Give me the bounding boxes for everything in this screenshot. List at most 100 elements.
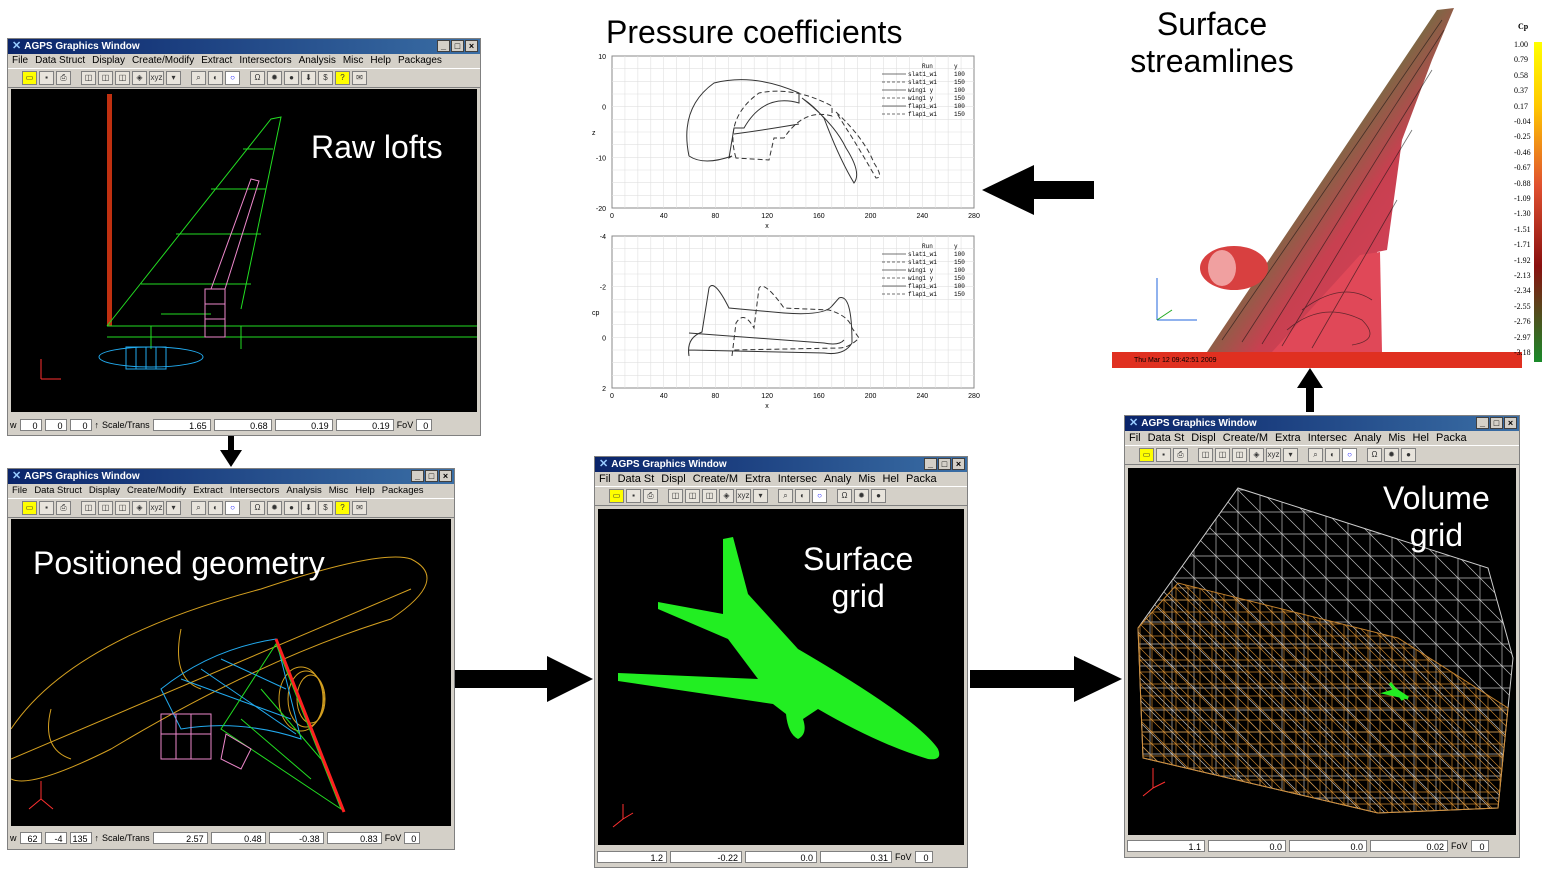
- cube-view-icon[interactable]: ◫: [1232, 448, 1247, 462]
- status-field[interactable]: 0.0: [745, 851, 817, 863]
- dollar-icon[interactable]: $: [318, 71, 333, 85]
- menu-help[interactable]: Hel: [1412, 432, 1429, 444]
- minimize-icon[interactable]: _: [924, 458, 937, 470]
- close-icon[interactable]: ×: [952, 458, 965, 470]
- balloon-icon[interactable]: ●: [284, 71, 299, 85]
- menu-create-modify[interactable]: Create/M: [1222, 432, 1268, 444]
- window-titlebar[interactable]: ✕ AGPS Graphics Window _ □ ×: [8, 39, 480, 54]
- omega-icon[interactable]: Ω: [250, 71, 265, 85]
- menu-create-modify[interactable]: Create/Modify: [131, 55, 195, 66]
- circle-icon[interactable]: ○: [225, 501, 240, 515]
- zoom-icon[interactable]: ⌕: [1308, 448, 1323, 462]
- maximize-icon[interactable]: □: [1490, 417, 1503, 429]
- menu-file[interactable]: Fil: [599, 473, 611, 485]
- circle-icon[interactable]: ○: [812, 489, 827, 503]
- open-folder-icon[interactable]: ▭: [22, 501, 37, 515]
- dollar-icon[interactable]: $: [318, 501, 333, 515]
- status-field[interactable]: -4: [44, 832, 67, 844]
- dropdown-icon[interactable]: ▾: [753, 489, 768, 503]
- window-titlebar[interactable]: ✕ AGPS Graphics Window _ □ ×: [595, 457, 967, 472]
- cube-view-icon[interactable]: ◫: [115, 71, 130, 85]
- pin-icon[interactable]: ⬇: [301, 501, 316, 515]
- open-folder-icon[interactable]: ▭: [22, 71, 37, 85]
- menu-display[interactable]: Display: [92, 55, 125, 66]
- print-icon[interactable]: ⎙: [56, 71, 71, 85]
- cube-view-icon[interactable]: ◈: [719, 489, 734, 503]
- menu-intersectors[interactable]: Intersec: [1307, 432, 1347, 444]
- status-field[interactable]: 0.31: [820, 851, 892, 863]
- xyz-icon[interactable]: xyz: [736, 489, 751, 503]
- menu-data-struct[interactable]: Data Struct: [34, 485, 82, 496]
- menu-intersectors[interactable]: Intersectors: [229, 485, 280, 496]
- zoom-icon[interactable]: ⌕: [778, 489, 793, 503]
- menu-packages[interactable]: Packa: [905, 473, 937, 485]
- close-icon[interactable]: ×: [465, 40, 478, 52]
- status-field[interactable]: 1.1: [1127, 840, 1205, 852]
- menu-misc[interactable]: Misc: [328, 485, 349, 496]
- dropdown-icon[interactable]: ▾: [166, 71, 181, 85]
- status-field[interactable]: 2.57: [152, 832, 208, 844]
- cube-view-icon[interactable]: ◫: [668, 489, 683, 503]
- pin-icon[interactable]: ⬇: [301, 71, 316, 85]
- status-field[interactable]: 0: [44, 419, 67, 431]
- balloon-icon[interactable]: ●: [284, 501, 299, 515]
- window-titlebar[interactable]: ✕ AGPS Graphics Window _ □ ×: [1125, 416, 1519, 431]
- menu-display[interactable]: Display: [88, 485, 120, 496]
- minimize-icon[interactable]: _: [437, 40, 450, 52]
- menu-intersectors[interactable]: Intersectors: [239, 55, 292, 66]
- center-icon[interactable]: ◐: [1325, 448, 1340, 462]
- center-icon[interactable]: ◐: [795, 489, 810, 503]
- bug-icon[interactable]: ✹: [1384, 448, 1399, 462]
- fov-field[interactable]: 0: [404, 832, 421, 844]
- center-icon[interactable]: ◐: [208, 71, 223, 85]
- omega-icon[interactable]: Ω: [837, 489, 852, 503]
- print-icon[interactable]: ⎙: [56, 501, 71, 515]
- viewport-surface-grid[interactable]: Surface grid: [598, 509, 964, 845]
- status-field[interactable]: 0.83: [326, 832, 382, 844]
- cube-view-icon[interactable]: ◫: [115, 501, 130, 515]
- menu-packages[interactable]: Packa: [1435, 432, 1467, 444]
- viewport-volume-grid[interactable]: Volume grid: [1128, 468, 1516, 835]
- cube-view-icon[interactable]: ◫: [81, 501, 96, 515]
- xyz-icon[interactable]: xyz: [149, 501, 164, 515]
- bug-icon[interactable]: ✹: [854, 489, 869, 503]
- cube-view-icon[interactable]: ◈: [1249, 448, 1264, 462]
- maximize-icon[interactable]: □: [451, 40, 464, 52]
- status-field[interactable]: 0.0: [1289, 840, 1367, 852]
- menu-help[interactable]: Help: [370, 55, 391, 66]
- menu-create-modify[interactable]: Create/M: [692, 473, 738, 485]
- cube-view-icon[interactable]: ◫: [98, 71, 113, 85]
- menu-misc[interactable]: Mis: [1388, 432, 1406, 444]
- menu-extract[interactable]: Extra: [745, 473, 771, 485]
- menu-intersectors[interactable]: Intersec: [777, 473, 817, 485]
- print-icon[interactable]: ⎙: [643, 489, 658, 503]
- print-icon[interactable]: ⎙: [1173, 448, 1188, 462]
- menu-data-struct[interactable]: Data St: [617, 473, 655, 485]
- cube-view-icon[interactable]: ◫: [1198, 448, 1213, 462]
- menu-packages[interactable]: Packages: [381, 485, 424, 496]
- minimize-icon[interactable]: _: [411, 470, 424, 482]
- cube-view-icon[interactable]: ◫: [1215, 448, 1230, 462]
- status-field[interactable]: 0.48: [210, 832, 266, 844]
- save-icon[interactable]: ▪: [1156, 448, 1171, 462]
- xyz-icon[interactable]: xyz: [1266, 448, 1281, 462]
- status-field[interactable]: 0: [19, 419, 42, 431]
- status-field[interactable]: 0.02: [1370, 840, 1448, 852]
- pin-icon[interactable]: ↑: [94, 420, 100, 430]
- menu-display[interactable]: Displ: [661, 473, 686, 485]
- viewport-raw-lofts[interactable]: Raw lofts: [11, 89, 477, 412]
- minimize-icon[interactable]: _: [1476, 417, 1489, 429]
- dropdown-icon[interactable]: ▾: [1283, 448, 1298, 462]
- menu-misc[interactable]: Mis: [858, 473, 876, 485]
- fov-field[interactable]: 0: [416, 419, 433, 431]
- zoom-icon[interactable]: ⌕: [191, 501, 206, 515]
- bug-icon[interactable]: ✹: [267, 501, 282, 515]
- status-field[interactable]: 1.65: [152, 419, 211, 431]
- xyz-icon[interactable]: xyz: [149, 71, 164, 85]
- status-field[interactable]: 135: [69, 832, 92, 844]
- save-icon[interactable]: ▪: [39, 71, 54, 85]
- cube-view-icon[interactable]: ◫: [685, 489, 700, 503]
- status-field[interactable]: -0.38: [268, 832, 324, 844]
- save-icon[interactable]: ▪: [626, 489, 641, 503]
- zoom-icon[interactable]: ⌕: [191, 71, 206, 85]
